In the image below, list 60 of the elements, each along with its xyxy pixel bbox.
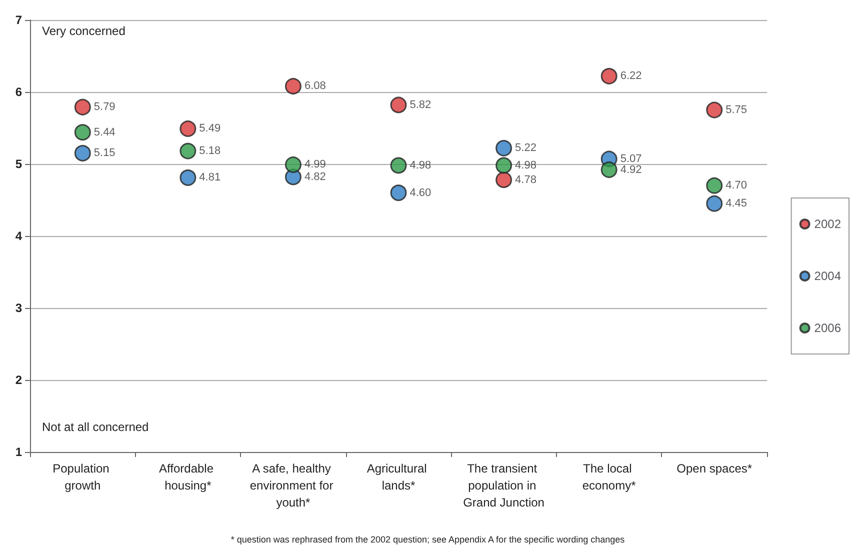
point xyxy=(390,184,407,202)
data-label: 5.44 xyxy=(94,126,116,138)
data-label: 4.98 xyxy=(515,159,536,172)
point xyxy=(600,68,618,84)
y-tick-label: 6 xyxy=(15,85,22,99)
data-label: 5.79 xyxy=(94,101,116,114)
x-tick-label: A safe, healthy environment for youth* xyxy=(250,462,337,510)
point xyxy=(74,98,91,116)
point xyxy=(496,157,512,174)
data-label: 4.98 xyxy=(410,159,432,172)
annotation: Very concerned xyxy=(42,24,126,38)
x-tick-label: The transient population in Grand Junction xyxy=(463,462,544,510)
x-tick-label: Affordable housing* xyxy=(159,462,217,492)
data-label: 5.22 xyxy=(515,142,536,154)
data-label: 4.92 xyxy=(620,164,642,176)
point xyxy=(390,96,407,114)
y-tick-label: 3 xyxy=(15,301,22,315)
data-label: 5.15 xyxy=(94,147,116,160)
data-label: 4.78 xyxy=(515,174,536,186)
data-label: 6.08 xyxy=(304,80,326,92)
point xyxy=(284,156,302,173)
point xyxy=(390,157,407,174)
text: * question was rephrased from the 2002 question; see Appendix A for the specific wording changes xyxy=(230,534,626,544)
data-label: 4.81 xyxy=(199,172,221,184)
y-tick-label: 1 xyxy=(15,445,22,459)
point xyxy=(74,144,91,162)
x-tick-label: Open spaces* xyxy=(676,462,752,476)
point xyxy=(706,102,723,118)
point xyxy=(600,162,618,178)
data-label: 4.45 xyxy=(726,198,748,210)
point xyxy=(74,124,91,141)
data-label: 5.82 xyxy=(410,98,432,111)
point xyxy=(496,172,512,188)
legend-label: 2004 xyxy=(814,269,842,283)
x-tick-label: Population growth xyxy=(52,462,113,492)
point xyxy=(180,169,196,186)
data-label: 5.75 xyxy=(726,104,748,116)
point xyxy=(706,177,723,194)
point xyxy=(180,142,196,160)
annotation: Not at all concerned xyxy=(42,420,149,434)
x-tick-label: The local economy* xyxy=(582,462,636,492)
data-label: 4.70 xyxy=(726,180,748,192)
data-label: 4.60 xyxy=(410,186,432,199)
point xyxy=(180,120,196,137)
data-label: 5.49 xyxy=(199,122,221,135)
data-label: 5.07 xyxy=(620,152,642,165)
legend-label: 2002 xyxy=(814,217,842,231)
y-tick-label: 4 xyxy=(15,229,22,243)
data-label: 4.82 xyxy=(304,170,326,183)
x-tick-label: Agricultural lands* xyxy=(366,462,430,492)
point xyxy=(496,140,512,156)
data-label: 4.99 xyxy=(304,158,326,171)
y-tick-label: 7 xyxy=(15,13,22,27)
y-tick-label: 5 xyxy=(15,157,22,171)
point xyxy=(284,78,302,94)
legend-label: 2006 xyxy=(814,321,842,335)
y-tick-label: 2 xyxy=(15,373,22,387)
data-label: 6.22 xyxy=(620,70,642,82)
point xyxy=(706,195,723,212)
data-label: 5.18 xyxy=(199,145,221,158)
